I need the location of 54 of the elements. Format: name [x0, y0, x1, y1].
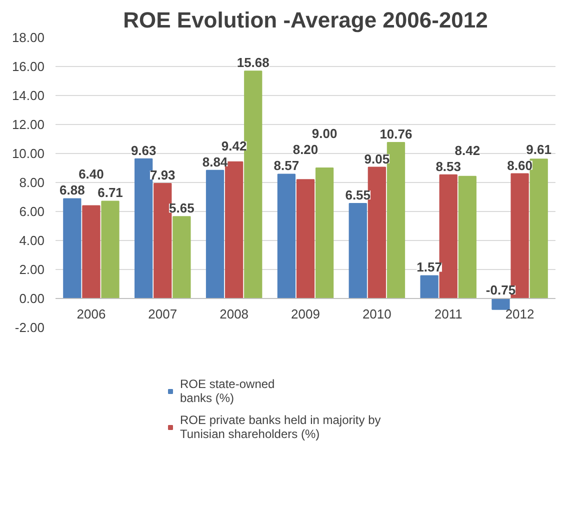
y-tick-label: 18.00: [12, 30, 45, 45]
data-label: 8.84: [202, 154, 228, 170]
x-tick-label: 2012: [505, 306, 534, 322]
bar: [315, 168, 334, 299]
data-label: 6.40: [78, 166, 104, 182]
legend-label: ROE state-owned banks (%): [180, 377, 275, 405]
bar: [172, 216, 191, 299]
y-tick-label: 8.00: [19, 175, 45, 190]
x-tick-label: 2009: [291, 306, 320, 322]
y-tick-label: 2.00: [19, 262, 45, 277]
bar: [348, 203, 367, 299]
data-label: -0.75: [486, 282, 516, 298]
data-label: 5.65: [169, 200, 194, 216]
data-label: 6.88: [60, 182, 85, 198]
x-tick-label: 2011: [434, 306, 462, 322]
x-tick-label: 2007: [148, 306, 178, 322]
bar: [101, 200, 120, 299]
data-label: 9.61: [526, 142, 552, 157]
data-label: 9.42: [221, 138, 247, 154]
data-label: 1.57: [416, 260, 442, 275]
y-tick-label: 14.00: [12, 88, 45, 103]
x-tick-label: 2006: [76, 306, 106, 322]
y-tick-label: 12.00: [12, 117, 45, 132]
bar: [492, 298, 510, 310]
data-label: 8.53: [436, 158, 462, 174]
data-label: 8.60: [507, 158, 532, 173]
bar: [277, 174, 296, 299]
bar: [206, 170, 224, 299]
data-label: 9.00: [312, 126, 338, 142]
y-tick-label: 10.00: [12, 146, 45, 161]
y-tick-label: 16.00: [12, 59, 45, 74]
bar: [82, 205, 100, 299]
data-label: 9.63: [130, 142, 156, 158]
y-tick-label: 0.00: [19, 291, 45, 306]
data-label: 10.76: [380, 126, 412, 142]
data-label: 8.57: [274, 158, 300, 174]
data-label: 9.05: [364, 151, 390, 166]
data-label: 8.42: [454, 142, 480, 158]
legend-label: ROE private banks held in majority by Tunisian shareholders (%): [180, 413, 381, 441]
x-tick-label: 2010: [362, 306, 392, 322]
data-label: 8.20: [292, 142, 318, 158]
data-label: 7.93: [150, 168, 176, 183]
x-tick-label: 2008: [220, 306, 249, 322]
bar: [458, 176, 476, 299]
y-tick-label: 6.00: [19, 204, 45, 219]
chart-title: ROE Evolution -Average 2006-2012: [123, 8, 488, 32]
bar: [420, 275, 438, 299]
y-tick-label: 4.00: [19, 233, 45, 248]
data-label: 15.68: [236, 55, 270, 70]
data-label: 6.71: [98, 185, 123, 200]
bar: [63, 198, 82, 299]
y-tick-label: -2.00: [14, 320, 45, 335]
data-label: 6.55: [345, 188, 371, 203]
bar: [296, 179, 315, 299]
